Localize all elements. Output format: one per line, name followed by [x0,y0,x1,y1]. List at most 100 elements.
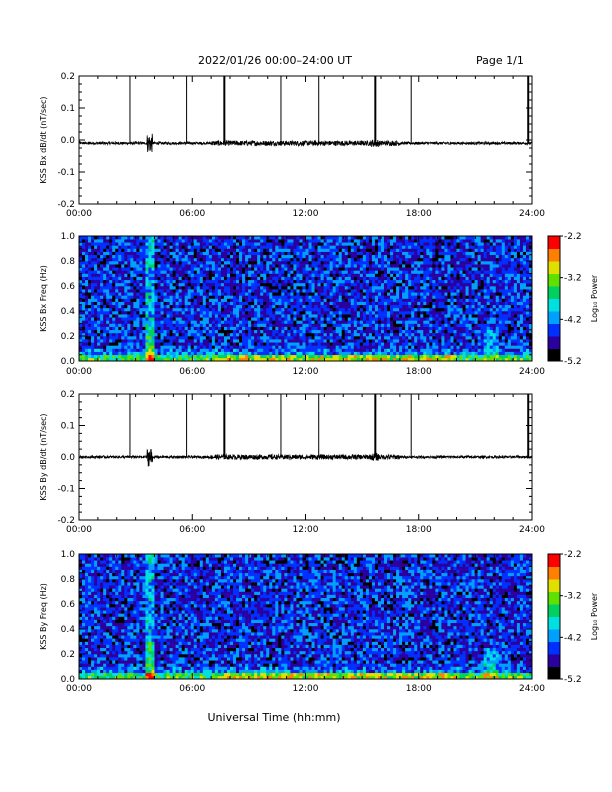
spectrogram-cell [205,270,210,274]
spectrogram-cell [281,282,285,287]
spectrogram-cell [121,242,125,246]
spectrogram-cell [426,348,430,352]
spectrogram-cell [423,351,427,356]
spectrogram-cell [184,245,189,249]
spectrogram-cell [166,267,170,271]
spectrogram-cell [260,251,264,256]
spectrogram-cell [145,236,149,240]
spectrogram-cell [414,236,418,240]
spectrogram-cell [284,254,288,259]
spectrogram-cell [88,317,92,321]
spectrogram-cell [423,342,427,346]
spectrogram-cell [399,304,403,309]
spectrogram-cell [196,332,201,337]
spectrogram-cell [166,307,170,312]
spectrogram-cell [199,329,204,334]
spectrogram-cell [184,248,189,252]
spectrogram-cell [314,242,318,246]
spectrogram-cell [106,261,110,265]
spectrogram-cell [305,279,309,284]
spectrogram-cell [193,254,198,259]
spectrogram-cell [393,339,397,343]
spectrogram-cell [426,295,430,299]
spectrogram-cell [329,273,333,277]
spectrogram-cell [127,279,131,284]
spectrogram-cell [160,298,164,302]
spectrogram-cell [145,298,149,302]
spectrogram-cell [426,320,430,324]
spectrogram-cell [154,317,158,321]
spectrogram-cell [251,329,255,334]
spectrogram-cell [408,345,412,349]
spectrogram-cell [242,264,246,268]
spectrogram-cell [417,248,421,252]
spectrogram-cell [311,339,315,343]
spectrogram-cell [329,336,333,340]
spectrogram-cell [314,295,318,299]
spectrogram-cell [181,282,185,287]
spectrogram-cell [115,248,119,252]
spectrogram-cell [308,279,312,284]
spectrogram-cell [124,332,128,337]
spectrogram-cell [396,314,400,318]
spectrogram-cell [166,295,170,299]
spectrogram-cell [148,282,152,287]
spectrogram-cell [347,323,352,327]
spectrogram-cell [230,320,234,324]
spectrogram-cell [377,336,382,340]
spectrogram-cell [281,254,285,259]
spectrogram-cell [356,273,361,277]
spectrogram-cell [223,332,228,337]
spectrogram-cell [359,311,364,315]
spectrogram-cell [248,282,252,287]
spectrogram-cell [82,273,86,277]
spectrogram-cell [94,292,98,296]
spectrogram-cell [368,295,373,299]
spectrogram-cell [169,248,173,252]
spectrogram-cell [184,332,189,337]
spectrogram-cell [211,298,216,302]
spectrogram-cell [278,276,282,281]
spectrogram-cell [97,339,101,343]
spectrogram-cell [154,323,158,327]
spectrogram-cell [353,242,358,246]
spectrogram-cell [263,301,267,306]
spectrogram-cell [299,282,303,287]
spectrogram-cell [163,348,167,352]
spectrogram-cell [374,264,379,268]
spectrogram-cell [169,286,173,290]
spectrogram-cell [94,286,98,290]
spectrogram-cell [263,317,267,321]
spectrogram-cell [429,304,433,309]
spectrogram-cell [220,248,225,252]
spectrogram-cell [368,279,373,284]
spectrogram-cell [317,264,321,268]
spectrogram-cell [175,276,179,281]
spectrogram-cell [239,248,243,252]
spectrogram-cell [226,314,231,318]
spectrogram-cell [121,348,125,352]
spectrogram-cell [79,326,83,331]
spectrogram-cell [202,298,207,302]
spectrogram-cell [217,332,222,337]
spectrogram-cell [353,332,358,337]
spectrogram-cell [181,298,185,302]
spectrogram-cell [371,345,376,349]
spectrogram-cell [311,348,315,352]
spectrogram-cell [205,336,210,340]
spectrogram-cell [100,257,104,262]
spectrogram-cell [230,251,234,256]
spectrogram-cell [202,282,207,287]
spectrogram-cell [441,279,445,284]
spectrogram-cell [190,264,195,268]
spectrogram-cell [269,323,273,327]
spectrogram-cell [208,354,213,359]
spectrogram-cell [293,267,297,271]
spectrogram-cell [151,342,155,346]
spectrogram-cell [353,314,358,318]
spectrogram-cell [374,329,379,334]
spectrogram-cell [220,345,225,349]
spectrogram-cell [248,348,252,352]
spectrogram-cell [199,307,204,312]
spectrogram-cell [302,261,306,265]
